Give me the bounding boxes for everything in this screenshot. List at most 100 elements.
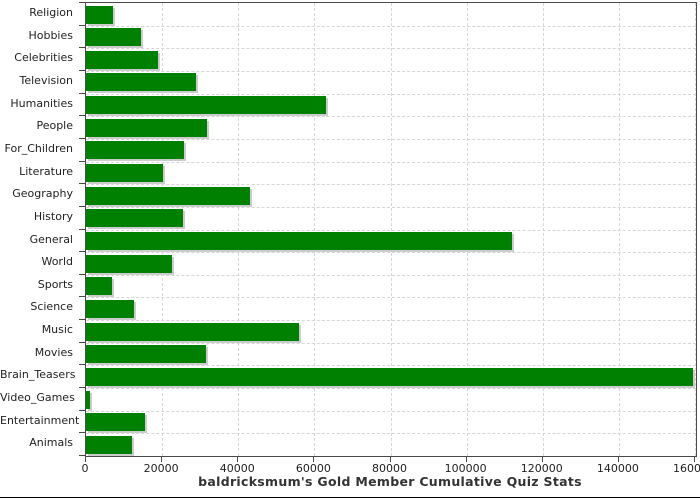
y-axis-tick: [79, 229, 85, 230]
x-axis-tick: [237, 456, 239, 462]
category-label: Religion: [29, 6, 73, 19]
x-axis-tick: [85, 456, 86, 462]
y-axis-tick: [79, 161, 85, 162]
category-label: Television: [19, 73, 74, 87]
category-label: People: [36, 119, 73, 133]
bar-celebrities: [86, 50, 158, 69]
y-axis-tick: [79, 319, 85, 320]
y-axis-tick: [79, 206, 85, 207]
category-label: Literature: [19, 164, 73, 178]
x-axis-tick-label: 40000: [219, 462, 255, 475]
y-axis-tick: [79, 455, 85, 456]
bar-people: [86, 118, 207, 137]
x-axis-tick-label: 20000: [143, 462, 179, 475]
y-axis-tick: [79, 251, 85, 252]
y-axis-tick: [79, 2, 85, 3]
y-axis-tick: [79, 183, 85, 184]
bar-television: [86, 73, 196, 92]
x-axis-tick-label: 160000: [673, 462, 700, 475]
bar-geography: [86, 186, 250, 205]
x-axis-tick: [313, 456, 315, 462]
bar-religion: [86, 5, 113, 24]
category-label: Hobbies: [28, 28, 73, 42]
category-label: For_Children: [4, 141, 73, 155]
bar-history: [86, 209, 183, 228]
y-axis-tick: [79, 387, 85, 388]
category-label: History: [33, 209, 73, 223]
y-axis-tick: [79, 115, 85, 116]
horizontal-gridline: [86, 410, 696, 412]
y-axis-tick: [79, 364, 85, 365]
y-axis-tick: [79, 138, 85, 139]
horizontal-gridline: [86, 297, 696, 299]
horizontal-gridline: [86, 274, 696, 276]
bar-entertainment: [86, 413, 145, 432]
bar-movies: [86, 345, 206, 364]
x-axis-tick: [161, 456, 163, 462]
horizontal-gridline: [86, 138, 696, 140]
category-label: World: [41, 255, 73, 269]
bar-sports: [86, 277, 112, 296]
x-axis-tick-label: 120000: [520, 462, 563, 475]
horizontal-gridline: [86, 252, 696, 254]
category-label: Geography: [12, 187, 73, 201]
bar-video_games: [86, 390, 90, 409]
bar-for_children: [86, 141, 184, 160]
horizontal-gridline: [86, 48, 696, 50]
y-axis-tick: [79, 47, 85, 48]
category-label: Movies: [34, 345, 73, 359]
bar-general: [86, 232, 512, 250]
x-axis-tick: [694, 456, 695, 462]
bar-brain_teasers: [86, 367, 693, 386]
plot-area: [85, 2, 697, 457]
y-axis-tick: [79, 70, 85, 71]
category-label: General: [29, 232, 73, 246]
bar-world: [86, 254, 172, 273]
horizontal-gridline: [86, 206, 696, 208]
x-axis-tick: [465, 456, 467, 462]
category-label: Brain_Teasers: [0, 368, 76, 382]
x-axis-tick: [541, 456, 543, 462]
horizontal-gridline: [86, 25, 696, 27]
horizontal-gridline: [86, 116, 696, 118]
category-label: Celebrities: [14, 51, 73, 65]
horizontal-gridline: [86, 320, 696, 322]
horizontal-gridline: [86, 365, 696, 367]
category-label: Music: [41, 323, 73, 337]
y-axis-tick: [79, 93, 85, 94]
chart-title: baldricksmum's Gold Member Cumulative Qu…: [198, 474, 582, 489]
bar-literature: [86, 164, 163, 183]
category-label: Science: [30, 300, 73, 314]
x-axis-tick-label: 140000: [596, 462, 639, 475]
bar-humanities: [86, 96, 326, 115]
horizontal-gridline: [86, 388, 696, 390]
category-label: Humanities: [10, 96, 73, 110]
y-axis-tick: [79, 342, 85, 343]
bar-music: [86, 322, 299, 341]
horizontal-gridline: [86, 184, 696, 186]
horizontal-gridline: [86, 93, 696, 95]
bar-animals: [86, 435, 132, 454]
x-axis-tick-label: 60000: [295, 462, 331, 475]
category-label: Sports: [37, 277, 73, 291]
category-label: Entertainment: [0, 413, 80, 427]
category-label: Animals: [29, 436, 73, 450]
bar-science: [86, 299, 134, 318]
y-axis-tick: [79, 410, 85, 411]
x-axis-tick-label: 80000: [372, 462, 407, 475]
bottom-divider: [0, 497, 700, 498]
bar-hobbies: [86, 28, 141, 47]
y-axis-tick: [79, 432, 85, 433]
category-label: Video_Games: [0, 391, 75, 405]
x-axis-tick-label: 0: [81, 462, 89, 475]
x-axis-tick: [617, 456, 619, 462]
horizontal-gridline: [86, 229, 696, 231]
x-axis-tick-label: 100000: [444, 462, 487, 475]
horizontal-gridline: [86, 342, 696, 344]
y-axis-tick: [79, 296, 85, 297]
y-axis-tick: [79, 25, 85, 26]
horizontal-gridline: [86, 433, 696, 435]
horizontal-gridline: [86, 161, 696, 163]
x-axis-tick: [389, 456, 391, 462]
